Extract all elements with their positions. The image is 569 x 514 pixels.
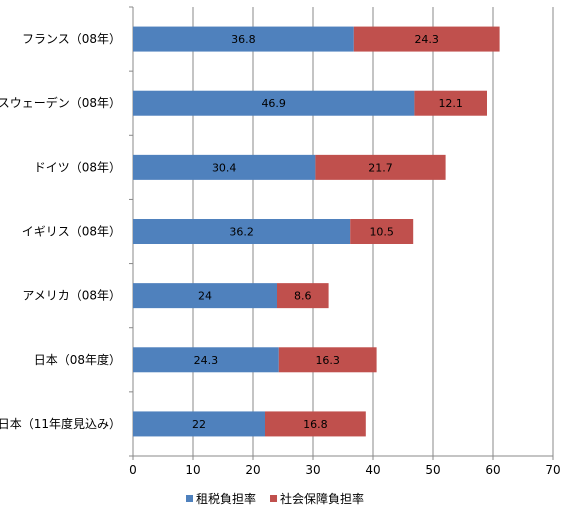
legend-label-1: 社会保障負担率 <box>280 491 364 506</box>
bar-s0-c5 <box>133 347 279 373</box>
data-label-s0-c2: 30.4 <box>212 161 237 174</box>
x-tick-label-2: 20 <box>245 463 260 477</box>
bar-s1-c6 <box>265 411 366 437</box>
x-tick-label-5: 50 <box>425 463 440 477</box>
x-tick-label-1: 10 <box>185 463 200 477</box>
data-label-s1-c6: 16.8 <box>303 418 328 431</box>
data-label-s1-c2: 21.7 <box>368 161 393 174</box>
x-tick-label-6: 60 <box>485 463 500 477</box>
bar-s0-c0 <box>133 26 354 52</box>
category-label-2: ドイツ（08年） <box>34 160 121 174</box>
x-tick-label-4: 40 <box>365 463 380 477</box>
bar-s1-c2 <box>315 154 446 180</box>
bar-s0-c3 <box>133 219 351 244</box>
legend-swatch-0 <box>186 495 193 502</box>
category-label-6: 日本（11年度見込み） <box>0 416 121 431</box>
data-label-s1-c1: 12.1 <box>438 97 463 110</box>
category-label-1: スウェーデン（08年） <box>0 95 121 110</box>
bar-s0-c1 <box>133 90 415 116</box>
category-label-0: フランス（08年） <box>22 32 121 46</box>
data-label-s0-c4: 24 <box>198 290 212 303</box>
bar-s1-c5 <box>278 347 377 373</box>
data-label-s1-c0: 24.3 <box>414 33 439 46</box>
legend-swatch-1 <box>270 495 278 502</box>
x-tick-label-3: 30 <box>305 463 320 477</box>
bar-s0-c2 <box>133 154 316 180</box>
category-label-3: イギリス（08年） <box>22 225 121 239</box>
bar-s1-c3 <box>350 219 414 244</box>
bar-s1-c0 <box>353 26 500 52</box>
data-label-s1-c4: 8.6 <box>294 290 312 303</box>
data-label-s0-c3: 36.2 <box>229 226 254 239</box>
data-label-s0-c1: 46.9 <box>261 97 286 110</box>
category-label-5: 日本（08年度） <box>34 352 121 367</box>
bar-s1-c1 <box>414 90 487 116</box>
data-label-s1-c5: 16.3 <box>315 354 340 367</box>
data-label-s0-c6: 22 <box>192 418 206 431</box>
data-label-s0-c0: 36.8 <box>231 33 256 46</box>
bar-s1-c4 <box>277 283 329 309</box>
category-label-4: アメリカ（08年） <box>22 289 121 303</box>
legend-label-0: 租税負担率 <box>196 491 256 506</box>
data-label-s1-c3: 10.5 <box>369 226 394 239</box>
x-tick-label-7: 70 <box>545 463 560 477</box>
x-tick-label-0: 0 <box>129 463 137 477</box>
data-label-s0-c5: 24.3 <box>194 354 219 367</box>
bar-s0-c6 <box>133 411 265 437</box>
bar-s0-c4 <box>133 283 277 309</box>
